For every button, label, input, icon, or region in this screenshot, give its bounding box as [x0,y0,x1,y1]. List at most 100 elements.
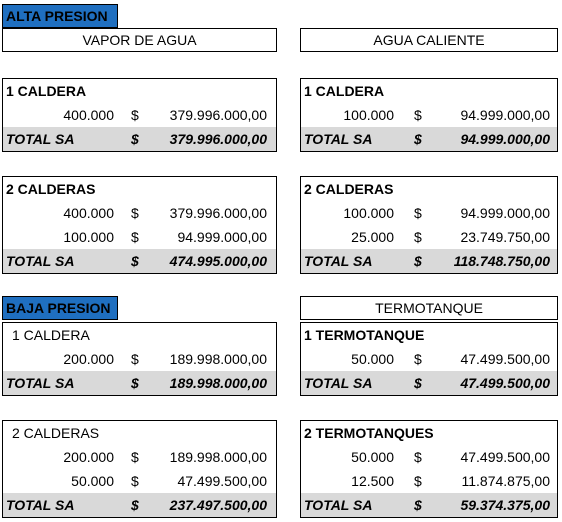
data-row: 400.000 $379.996.000,00 [3,103,276,127]
amount: 94.999.000,00 [460,107,550,123]
currency: $ [131,375,139,391]
amount: 47.499.500,00 [460,351,550,367]
quantity: 100.000 [63,229,114,245]
quantity: 50.000 [351,351,394,367]
currency: $ [414,497,422,513]
table-block: 1 CALDERA 100.000 $94.999.000,00 TOTAL SA $9… [300,78,558,152]
title-row: 1 CALDERA [301,79,557,103]
currency: $ [414,449,422,465]
quantity: 50.000 [71,473,114,489]
currency: $ [131,253,139,269]
total-row: TOTAL SA $94.999.000,00 [301,127,557,151]
amount: 59.374.375,00 [460,497,550,513]
currency: $ [414,473,422,489]
amount: 47.499.500,00 [177,473,267,489]
data-row: 200.000 $189.998.000,00 [3,445,276,469]
amount: 23.749.750,00 [460,229,550,245]
total-row: TOTAL SA $189.998.000,00 [3,371,276,395]
data-row: 25.000 $23.749.750,00 [301,225,557,249]
block-title: 2 CALDERAS [304,181,394,197]
block-title: 2 CALDERAS [12,425,100,441]
quantity: 400.000 [63,205,114,221]
currency: $ [414,107,422,123]
amount: 47.499.500,00 [460,375,550,391]
currency: $ [414,375,422,391]
block-title: 1 TERMOTANQUE [304,327,425,343]
data-row: 50.000 $47.499.500,00 [301,445,557,469]
block-title: 2 TERMOTANQUES [304,425,434,441]
total-label: TOTAL SA [6,253,75,269]
amount: 11.874.875,00 [461,473,551,489]
column-header: TERMOTANQUE [300,296,558,320]
data-row: 400.000 $379.996.000,00 [3,201,276,225]
title-row: 1 CALDERA [3,79,276,103]
quantity: 100.000 [343,205,394,221]
total-label: TOTAL SA [6,375,75,391]
table-block: 2 TERMOTANQUES 50.000 $47.499.500,00 12.500… [300,420,558,518]
title-row: 1 CALDERA [3,323,276,347]
title-row: 2 TERMOTANQUES [301,421,557,445]
amount: 379.996.000,00 [169,205,267,221]
title-row: 2 CALDERAS [3,421,276,445]
data-row: 50.000 $47.499.500,00 [3,469,276,493]
total-row: TOTAL SA $118.748.750,00 [301,249,557,273]
total-row: TOTAL SA $474.995.000,00 [3,249,276,273]
quantity: 25.000 [351,229,394,245]
title-row: 2 CALDERAS [3,177,276,201]
total-row: TOTAL SA $47.499.500,00 [301,371,557,395]
currency: $ [131,449,139,465]
quantity: 400.000 [63,107,114,123]
amount: 47.499.500,00 [460,449,550,465]
block-title: 1 CALDERA [6,83,87,99]
quantity: 50.000 [351,449,394,465]
quantity: 100.000 [343,107,394,123]
block-title: 2 CALDERAS [6,181,96,197]
currency: $ [414,131,422,147]
amount: 189.998.000,00 [169,449,267,465]
total-label: TOTAL SA [304,375,373,391]
amount: 94.999.000,00 [177,229,267,245]
data-row: 100.000 $94.999.000,00 [3,225,276,249]
table-block: 1 TERMOTANQUE 50.000 $47.499.500,00 TOTAL S… [300,322,558,396]
amount: 94.999.000,00 [460,205,550,221]
total-label: TOTAL SA [6,497,75,513]
currency: $ [414,205,422,221]
currency: $ [131,205,139,221]
table-block: 2 CALDERAS 400.000 $379.996.000,00 100.000 $… [2,176,277,274]
amount: 189.998.000,00 [169,375,267,391]
table-block: 1 CALDERA 200.000 $189.998.000,00 TOTAL SA $… [2,322,277,396]
data-row: 50.000 $47.499.500,00 [301,347,557,371]
amount: 474.995.000,00 [169,253,267,269]
amount: 189.998.000,00 [169,351,267,367]
total-row: TOTAL SA $379.996.000,00 [3,127,276,151]
quantity: 200.000 [63,449,114,465]
table-block: 2 CALDERAS 200.000 $189.998.000,00 50.000 $4… [2,420,277,518]
currency: $ [131,473,139,489]
total-row: TOTAL SA $237.497.500,00 [3,493,276,517]
currency: $ [131,351,139,367]
data-row: 12.500 $11.874.875,00 [301,469,557,493]
total-label: TOTAL SA [304,131,373,147]
data-row: 100.000 $94.999.000,00 [301,103,557,127]
amount: 94.999.000,00 [460,131,550,147]
currency: $ [131,131,139,147]
amount: 379.996.000,00 [169,107,267,123]
table-block: 2 CALDERAS 100.000 $94.999.000,00 25.000 $23… [300,176,558,274]
total-label: TOTAL SA [304,497,373,513]
table-block: 1 CALDERA 400.000 $379.996.000,00 TOTAL SA $… [2,78,277,152]
title-row: 2 CALDERAS [301,177,557,201]
currency: $ [414,229,422,245]
section-tag: BAJA PRESION [2,296,118,320]
column-header: AGUA CALIENTE [300,28,558,52]
section-tag: ALTA PRESION [2,4,118,28]
currency: $ [414,351,422,367]
quantity: 12.500 [351,473,394,489]
total-label: TOTAL SA [304,253,373,269]
amount: 118.748.750,00 [453,253,550,269]
data-row: 100.000 $94.999.000,00 [301,201,557,225]
currency: $ [131,497,139,513]
amount: 237.497.500,00 [169,497,267,513]
block-title: 1 CALDERA [304,83,385,99]
data-row: 200.000 $189.998.000,00 [3,347,276,371]
